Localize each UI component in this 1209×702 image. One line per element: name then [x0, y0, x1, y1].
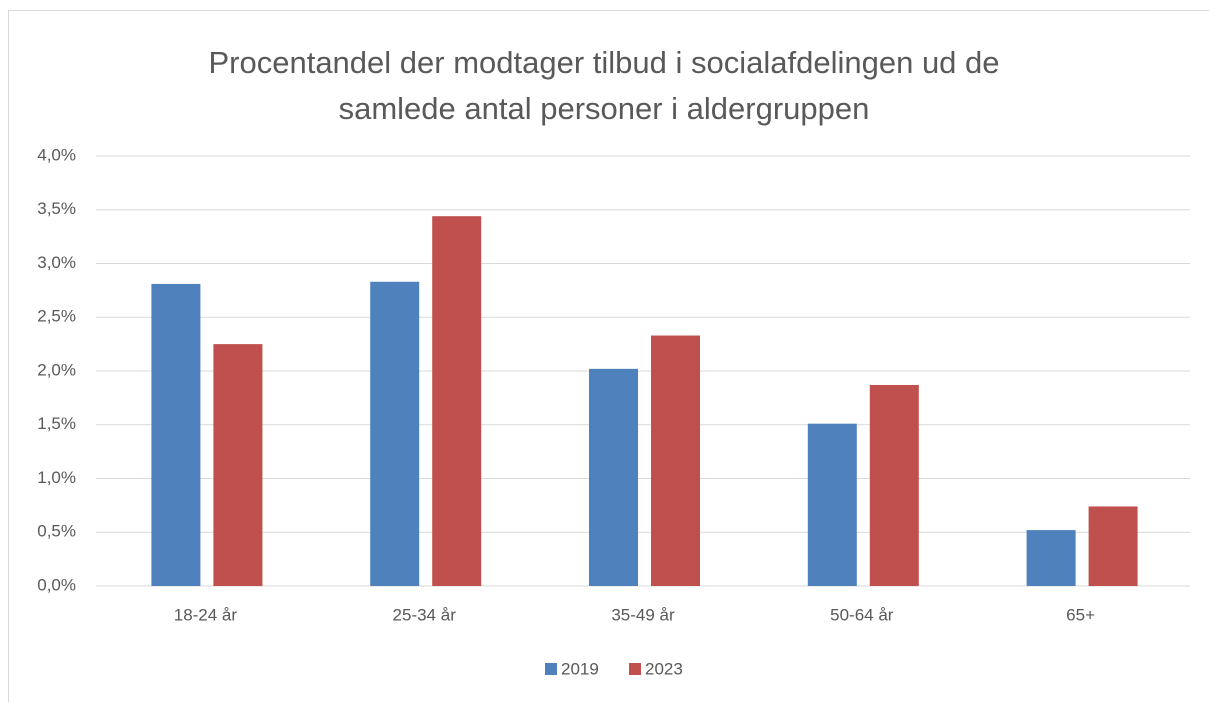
chart-title: Procentandel der modtager tilbud i socia… [208, 45, 1000, 126]
x-tick-label: 65+ [1066, 605, 1095, 624]
bar [589, 368, 638, 586]
bar [432, 216, 482, 586]
bar [651, 335, 700, 586]
y-tick-label: 2,0% [37, 360, 76, 379]
bar [807, 423, 857, 586]
legend-label: 2023 [645, 659, 683, 678]
y-tick-label: 1,5% [37, 414, 76, 433]
bar [151, 283, 201, 586]
x-tick-label: 18-24 år [174, 605, 238, 624]
y-tick-label: 0,0% [37, 575, 76, 594]
y-tick-label: 0,5% [37, 522, 76, 541]
y-tick-label: 3,0% [37, 253, 76, 272]
legend-swatch [629, 663, 641, 675]
y-tick-label: 2,5% [37, 307, 76, 326]
bar [869, 384, 919, 586]
chart-border [8, 10, 1209, 702]
y-tick-label: 3,5% [37, 199, 76, 218]
legend-label: 2019 [561, 659, 599, 678]
x-tick-label: 50-64 år [830, 605, 894, 624]
y-tick-label: 4,0% [37, 145, 76, 164]
bar [370, 281, 420, 586]
bar [213, 344, 263, 586]
x-tick-label: 25-34 år [393, 605, 457, 624]
bar [1026, 530, 1076, 586]
bar [1088, 506, 1138, 586]
x-tick-label: 35-49 år [611, 605, 675, 624]
y-tick-label: 1,0% [37, 468, 76, 487]
legend-swatch [545, 663, 557, 675]
